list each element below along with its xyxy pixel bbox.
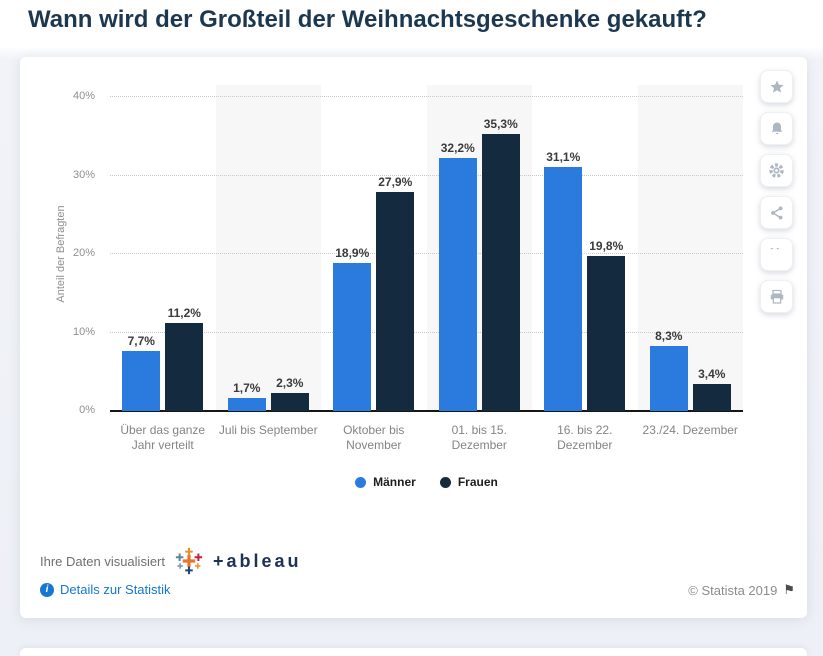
bar-value-label: 11,2%: [167, 306, 201, 321]
bar-group: 7,7% 11,2%: [110, 85, 216, 411]
bar-frauen[interactable]: 35,3%: [481, 117, 520, 411]
next-card-edge: [20, 648, 807, 656]
y-tick-label: 10%: [72, 325, 95, 338]
bar-value-label: 8,3%: [655, 328, 683, 343]
x-category-label: Juli bis September: [218, 423, 318, 437]
bar-frauen[interactable]: 27,9%: [376, 175, 415, 411]
bar-frauen[interactable]: 2,3%: [270, 376, 309, 411]
visualized-by-text: Ihre Daten visualisiert: [40, 553, 165, 569]
print-button[interactable]: [760, 280, 793, 313]
gear-icon: [769, 163, 784, 178]
report-flag-icon[interactable]: ⚑: [783, 582, 795, 597]
x-category-label: 23./24. Dezember: [642, 423, 738, 437]
legend-item-frauen: Frauen: [439, 475, 498, 489]
legend-label: Männer: [373, 475, 416, 489]
quote-icon: ”: [769, 248, 784, 262]
page-title: Wann wird der Großteil der Weihnachtsges…: [28, 6, 707, 33]
bar-männer[interactable]: 7,7%: [122, 334, 161, 411]
legend-label: Frauen: [457, 475, 498, 489]
legend: Männer Frauen: [110, 475, 743, 489]
share-button[interactable]: [760, 196, 793, 229]
info-icon: i: [40, 582, 54, 597]
tableau-wordmark: +ableau: [213, 550, 302, 571]
bar-männer[interactable]: 32,2%: [438, 141, 477, 411]
bar-value-label: 19,8%: [589, 238, 624, 253]
legend-dot: [355, 476, 367, 488]
y-tick-label: 0%: [79, 404, 95, 416]
gridline: [110, 253, 743, 254]
y-tick-label: 30%: [72, 168, 95, 181]
details-link-label: Details zur Statistik: [60, 582, 171, 597]
bar-frauen[interactable]: 11,2%: [165, 306, 204, 411]
y-tick-label: 20%: [72, 247, 95, 259]
details-link[interactable]: i Details zur Statistik: [40, 582, 171, 597]
bar-männer[interactable]: 18,9%: [333, 246, 372, 411]
gridline: [110, 96, 743, 97]
y-tick-label: 40%: [72, 90, 95, 102]
bar-frauen[interactable]: 3,4%: [692, 367, 731, 411]
bar-value-label: 3,4%: [698, 367, 726, 382]
share-icon: [770, 206, 782, 219]
bar-group: 8,3% 3,4%: [638, 85, 744, 411]
print-icon: [770, 289, 783, 304]
star-icon: [770, 80, 783, 93]
bar-männer[interactable]: 1,7%: [227, 381, 266, 411]
favorite-button[interactable]: [760, 70, 793, 103]
x-category-label: Über das ganze Jahr verteilt: [120, 423, 206, 452]
gridline: [110, 331, 743, 333]
bar-frauen[interactable]: 19,8%: [587, 239, 626, 411]
gridline: [110, 174, 743, 176]
bar-group: 31,1% 19,8%: [532, 85, 638, 411]
category-band: [215, 85, 321, 411]
legend-dot: [439, 476, 451, 488]
bar-value-label: 27,9%: [378, 175, 413, 189]
bar-value-label: 35,3%: [483, 116, 518, 131]
toolbar-icon-rail: ”: [760, 70, 793, 313]
bar-group: 32,2% 35,3%: [427, 85, 533, 411]
tableau-attribution[interactable]: Ihre Daten visualisiert +ableau: [40, 544, 302, 578]
bar-value-label: 1,7%: [233, 380, 261, 395]
notifications-button[interactable]: [760, 112, 793, 145]
bar-group: 18,9% 27,9%: [321, 85, 427, 411]
bar-value-label: 31,1%: [546, 149, 581, 164]
settings-button[interactable]: [760, 154, 793, 187]
x-category-label: 16. bis 22. Dezember: [557, 423, 613, 452]
copyright-text: © Statista 2019: [688, 582, 778, 598]
cite-button[interactable]: ”: [760, 238, 793, 271]
bar-männer[interactable]: 8,3%: [649, 329, 688, 411]
bar-männer[interactable]: 31,1%: [544, 150, 583, 411]
legend-item-männer: Männer: [355, 475, 416, 489]
chart-card: Anteil der Befragten 0% 10% 20% 30% 40% 7,7%…: [20, 57, 807, 618]
x-category-label: Oktober bis November: [343, 423, 405, 452]
bar-value-label: 18,9%: [335, 245, 370, 260]
tableau-logo-icon: [175, 547, 203, 575]
x-category-label: 01. bis 15. Dezember: [451, 423, 507, 452]
bar-group: 1,7% 2,3%: [216, 85, 322, 411]
bar-value-label: 2,3%: [276, 375, 304, 390]
bell-icon: [771, 122, 782, 134]
bar-value-label: 32,2%: [440, 141, 475, 156]
x-axis-baseline: [110, 410, 743, 412]
copyright: © Statista 2019 ⚑: [688, 582, 795, 598]
bar-value-label: 7,7%: [127, 333, 155, 348]
